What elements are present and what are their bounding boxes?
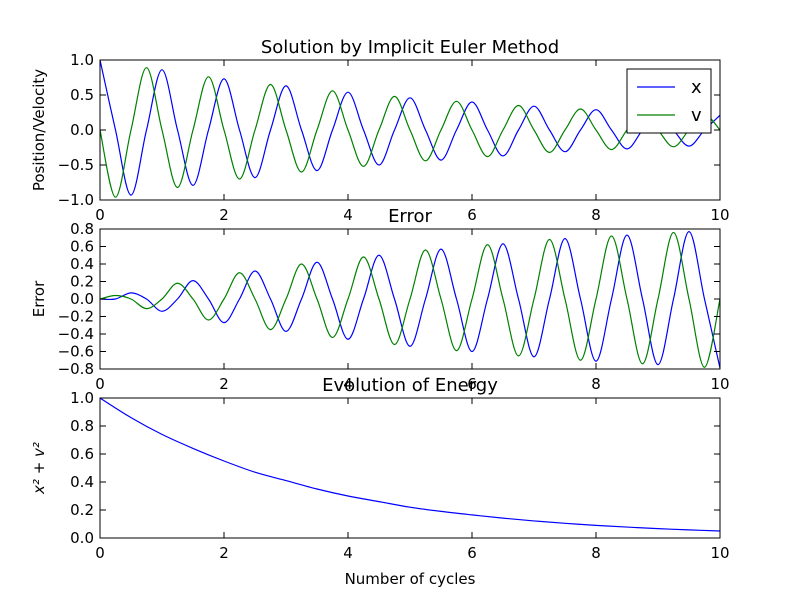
y-tick-label: 0.8: [70, 417, 94, 435]
y-tick-label: 0.0: [70, 529, 94, 547]
y-tick-label: −0.8: [58, 360, 94, 378]
series-group: [100, 398, 720, 532]
series-group: [100, 60, 720, 198]
x-tick-label: 10: [710, 375, 729, 393]
x-tick-label: 10: [710, 206, 729, 224]
x-axis-label: Number of cycles: [345, 570, 476, 588]
x-tick-label: 6: [467, 206, 477, 224]
panel-3: 0 2 4 6 8 10 1.0 0.8 0.6 0.4 0.2 0.0 Evolution of En…: [30, 375, 730, 588]
y-tick-label: −0.2: [58, 308, 94, 326]
y-tick-label: 0.4: [70, 473, 94, 491]
y-tick-label: −0.5: [58, 156, 94, 174]
x-tick-label: 2: [219, 544, 229, 562]
x-tick-label: 10: [710, 544, 729, 562]
y-tick-label: 0.8: [70, 220, 94, 238]
legend-box: [626, 68, 712, 134]
y-tick-label: −0.6: [58, 343, 94, 361]
panel-2: 0 2 4 6 8 10 0.80.60.40.20.0−0.2−0.4−0.6−0.8 Er…: [30, 206, 730, 393]
panel-1: 0 2 4 6 8 10 1.0 0.5 0.0 −0.5 −1.0 Solution by Impl…: [30, 37, 730, 224]
y-tick-label: 0.4: [70, 255, 94, 273]
y-tick-label: 1.0: [70, 51, 94, 69]
y-tick-label: 0.5: [70, 86, 94, 104]
x-tick-label: 8: [591, 544, 601, 562]
legend-label-v: v: [691, 105, 702, 126]
x-tick-label: 4: [343, 375, 353, 393]
y-axis-label: Error: [30, 280, 48, 317]
x-tick-label: 8: [591, 206, 601, 224]
series-line-x: [100, 60, 720, 196]
y-tick-label: 0.6: [70, 238, 94, 256]
y-tick-label: −0.4: [58, 325, 94, 343]
series-line-series-2: [100, 231, 720, 368]
y-tick-label: 0.6: [70, 445, 94, 463]
y-tick-label: 1.0: [70, 389, 94, 407]
y-axis-label: x² + v²: [30, 442, 48, 495]
x-tick-label: 4: [343, 544, 353, 562]
x-tick-label: 0: [95, 375, 105, 393]
chart-title: Error: [388, 206, 432, 227]
x-tick-label: 0: [95, 544, 105, 562]
chart-title: Evolution of Energy: [322, 375, 498, 396]
series-line-v: [100, 67, 720, 198]
x-tick-label: 0: [95, 206, 105, 224]
x-tick-label: 2: [219, 375, 229, 393]
y-tick-label: −1.0: [58, 191, 94, 209]
y-tick-label: 0.0: [70, 121, 94, 139]
plot-frame: [99, 397, 721, 539]
x-tick-label: 2: [219, 206, 229, 224]
x-tick-label: 6: [467, 544, 477, 562]
series-group: [100, 231, 720, 369]
x-tick-label: 8: [591, 375, 601, 393]
x-tick-label: 6: [467, 375, 477, 393]
y-tick-label: 0.0: [70, 290, 94, 308]
y-axis-label: Position/Velocity: [30, 69, 48, 191]
y-tick-label: 0.2: [70, 273, 94, 291]
x-tick-label: 4: [343, 206, 353, 224]
legend-label-x: x: [691, 77, 702, 98]
chart-title: Solution by Implicit Euler Method: [261, 37, 559, 58]
series-line-series-1: [100, 231, 720, 369]
series-line-series-1: [100, 398, 720, 532]
y-tick-label: 0.2: [70, 501, 94, 519]
legend: xv: [626, 68, 712, 134]
